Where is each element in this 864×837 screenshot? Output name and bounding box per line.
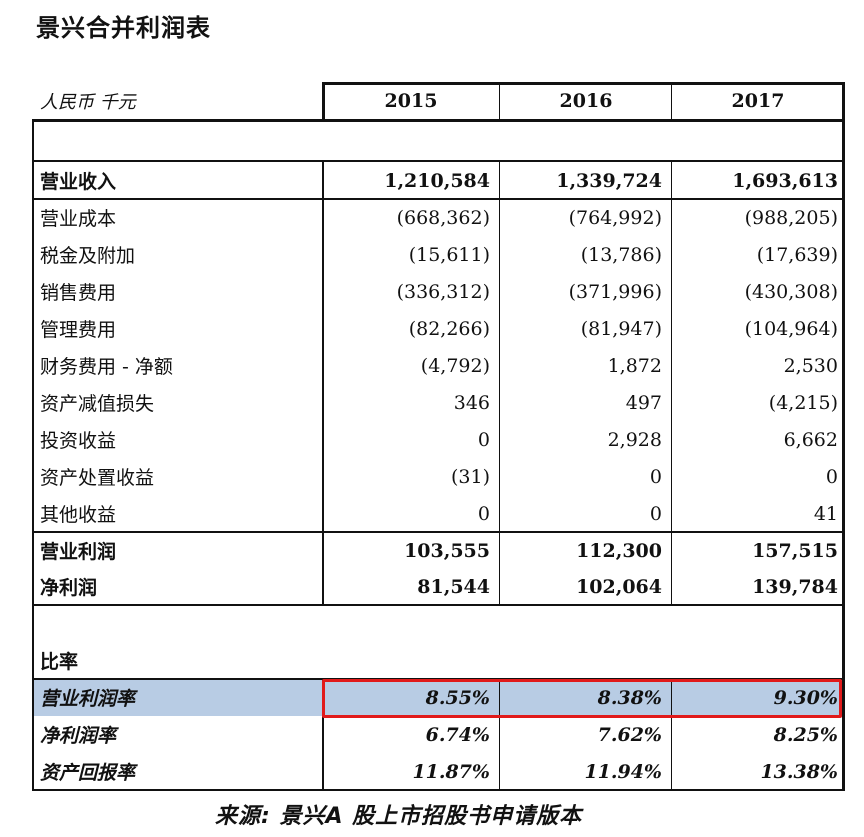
cell-value: (82,266) [408,317,490,340]
row-label: 管理费用 [40,319,117,341]
table-row: 管理费用 (82,266) (81,947) (104,964) [32,310,844,347]
cell-value: (81,947) [580,317,662,340]
cell-value: 157,515 [752,539,838,562]
row-label: 税金及附加 [40,245,136,267]
ratio-row: 净利润率 6.74% 7.62% 8.25% [32,716,844,753]
cell-value: (4,792) [420,354,490,377]
cell-value: 102,064 [576,575,662,598]
cell-value: (371,996) [568,280,662,303]
cell-value: 11.94% [584,760,662,783]
table-row: 资产处置收益 (31) 0 0 [32,458,844,495]
cell-value: (15,611) [408,243,490,266]
cell-value: (430,308) [744,280,838,303]
cell-value: 497 [625,391,662,414]
row-label: 投资收益 [40,430,117,452]
table-row: 财务费用 - 净额 (4,792) 1,872 2,530 [32,347,844,384]
row-label: 营业利润 [40,541,117,563]
currency-label: 人民币 千元 [40,91,136,113]
cell-value: (31) [450,465,490,488]
cell-value: (104,964) [744,317,838,340]
cell-value: 1,693,613 [732,169,838,192]
divider [32,119,844,122]
ratio-row-highlighted: 营业利润率 8.55% 8.38% 9.30% [32,679,844,716]
table-row: 资产减值损失 346 497 (4,215) [32,384,844,421]
cell-value: 346 [453,391,490,414]
cell-value: (988,205) [744,206,838,229]
row-label: 净利润 [40,577,98,599]
cell-value: 112,300 [576,539,662,562]
cell-value: 0 [649,465,662,488]
row-label: 其他收益 [40,504,117,526]
cell-value: (4,215) [768,391,838,414]
table-row: 营业成本 (668,362) (764,992) (988,205) [32,199,844,236]
cell-value: 11.87% [412,760,490,783]
cell-value: 1,339,724 [556,169,662,192]
year-header-2017: 2017 [731,89,785,112]
cell-value: 103,555 [404,539,490,562]
cell-value: (17,639) [756,243,838,266]
cell-value: 0 [477,428,490,451]
row-label: 营业收入 [40,171,117,193]
table-row: 营业利润 103,555 112,300 157,515 [32,532,844,569]
cell-value: 6.74% [425,723,490,746]
cell-value: 139,784 [752,575,838,598]
cell-value: 81,544 [417,575,490,598]
cell-value: 8.25% [773,723,838,746]
year-header-2016: 2016 [559,89,613,112]
cell-value: (764,992) [568,206,662,229]
cell-value: (668,362) [396,206,490,229]
row-label: 财务费用 - 净额 [40,356,173,378]
cell-value: 8.38% [597,686,662,709]
cell-value: 0 [825,465,838,488]
table-row: 净利润 81,544 102,064 139,784 [32,568,844,605]
row-label: 净利润率 [40,725,117,747]
row-label: 资产减值损失 [40,393,155,415]
cell-value: 41 [813,502,838,525]
cell-value: 1,872 [607,354,662,377]
cell-value: (13,786) [580,243,662,266]
cell-value: 7.62% [597,723,662,746]
source-note: 来源: 景兴A 股上市招股书申请版本 [215,804,583,829]
cell-value: 13.38% [760,760,838,783]
cell-value: 0 [477,502,490,525]
row-label: 营业成本 [40,208,117,230]
ratio-row: 资产回报率 11.87% 11.94% 13.38% [32,753,844,790]
row-label: 销售费用 [40,282,117,304]
cell-value: 1,210,584 [384,169,490,192]
table-row: 税金及附加 (15,611) (13,786) (17,639) [32,236,844,273]
cell-value: 2,928 [607,428,662,451]
table-row: 其他收益 0 0 41 [32,495,844,532]
row-label: 营业利润率 [40,688,136,710]
ratio-section-label: 比率 [40,651,79,673]
table-row: 营业收入 1,210,584 1,339,724 1,693,613 [32,162,844,199]
cell-value: 0 [649,502,662,525]
table-row: 投资收益 0 2,928 6,662 [32,421,844,458]
year-header-2015: 2015 [384,89,438,112]
cell-value: (336,312) [396,280,490,303]
page-title: 景兴合并利润表 [36,14,211,42]
row-label: 资产处置收益 [40,467,155,489]
table-header-row: 人民币 千元 2015 2016 2017 [32,82,844,119]
cell-value: 8.55% [425,686,490,709]
table-row: 销售费用 (336,312) (371,996) (430,308) [32,273,844,310]
cell-value: 2,530 [783,354,838,377]
cell-value: 9.30% [773,686,838,709]
cell-value: 6,662 [783,428,838,451]
row-label: 资产回报率 [40,762,136,784]
ratio-section-header: 比率 [32,642,844,679]
